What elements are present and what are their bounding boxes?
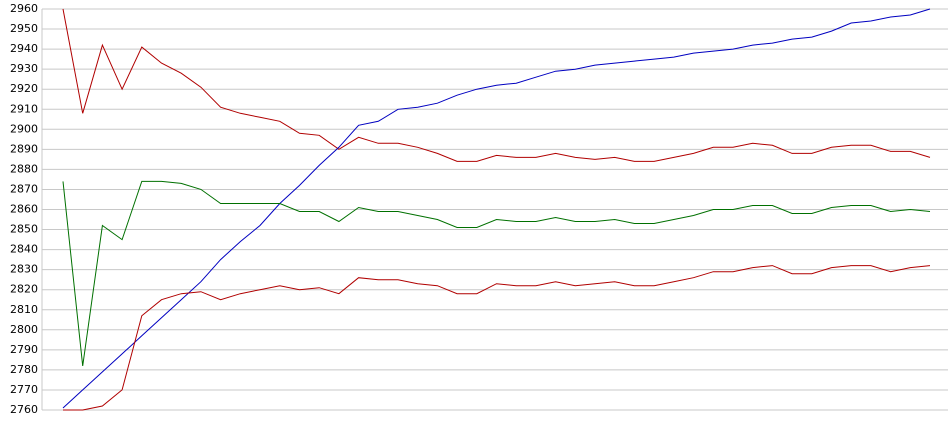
y-tick-label: 2960 <box>10 2 38 15</box>
y-tick-label: 2850 <box>10 223 38 236</box>
y-tick-label: 2840 <box>10 243 38 256</box>
y-tick-label: 2890 <box>10 142 38 155</box>
y-tick-label: 2830 <box>10 263 38 276</box>
y-tick-label: 2760 <box>10 403 38 416</box>
series-line <box>63 265 931 411</box>
series-line <box>62 8 931 162</box>
y-tick-label: 2880 <box>10 162 38 175</box>
y-tick-label: 2770 <box>10 383 38 396</box>
y-tick-label: 2810 <box>10 303 38 316</box>
y-tick-label: 2780 <box>10 363 38 376</box>
y-tick-label: 2820 <box>10 283 38 296</box>
y-tick-label: 2920 <box>10 82 38 95</box>
y-tick-label: 2860 <box>10 203 38 216</box>
y-tick-label: 2800 <box>10 323 38 336</box>
series-line <box>62 180 931 366</box>
y-tick-label: 2940 <box>10 42 38 55</box>
y-tick-label: 2900 <box>10 122 38 135</box>
y-tick-label: 2790 <box>10 343 38 356</box>
y-tick-label: 2910 <box>10 102 38 115</box>
y-tick-label: 2930 <box>10 62 38 75</box>
y-tick-label: 2870 <box>10 182 38 195</box>
y-tick-label: 2950 <box>10 22 38 35</box>
series-line <box>62 8 931 409</box>
